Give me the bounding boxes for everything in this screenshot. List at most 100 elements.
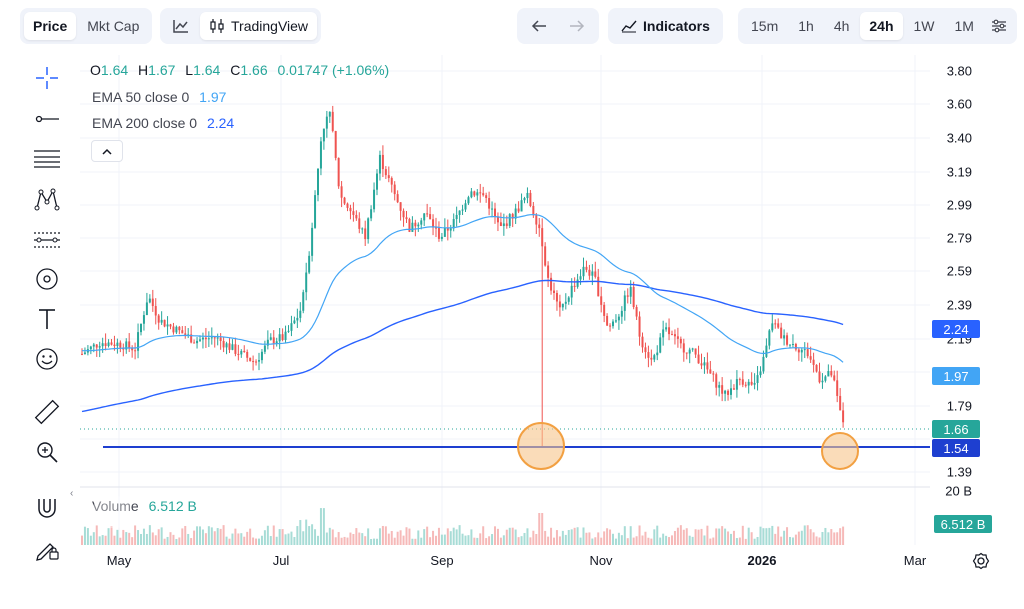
volume-bar (184, 525, 187, 545)
text-tool[interactable] (32, 304, 62, 334)
volume-bar (408, 528, 411, 545)
candle-body (92, 344, 95, 347)
indicators-button[interactable]: Indicators (612, 12, 719, 40)
x-tick-nov: Nov (589, 553, 613, 568)
volume-bar (352, 533, 355, 545)
chart-settings-button[interactable] (970, 550, 992, 572)
candle-body (387, 175, 390, 179)
candle-body (314, 195, 317, 228)
candle-body (178, 326, 181, 331)
line-chart-button[interactable] (164, 12, 198, 40)
volume-legend[interactable]: Volume 6.512 B (92, 498, 197, 514)
candle-body (210, 337, 213, 339)
volume-bar (715, 528, 718, 545)
candle-body (95, 344, 98, 348)
volume-bar (278, 529, 281, 545)
emoji-tool[interactable] (32, 344, 62, 374)
volume-bar (331, 529, 334, 545)
timeframe-1h[interactable]: 1h (798, 18, 814, 34)
volume-bar (299, 520, 302, 545)
timeframe-15m[interactable]: 15m (751, 18, 779, 34)
candle-body (794, 344, 797, 350)
trend-line-tool[interactable] (32, 104, 62, 134)
candle-body (688, 349, 691, 354)
pattern-tool[interactable] (32, 185, 62, 215)
candle-body (116, 342, 119, 347)
candle-body (284, 331, 287, 340)
candle-body (435, 227, 437, 229)
y-tick: 2.59 (946, 263, 972, 279)
volume-bar (526, 528, 529, 545)
candle-body (281, 334, 284, 340)
candle-body (293, 320, 296, 324)
ema50-label: EMA 50 close 0 (92, 89, 190, 105)
timeframe-4h[interactable]: 4h (833, 18, 850, 34)
volume-bar (789, 536, 791, 545)
settings-button[interactable] (985, 12, 1013, 40)
candle-body (299, 310, 302, 318)
volume-bar (311, 524, 314, 545)
candle-body (151, 298, 154, 307)
candle-body (682, 343, 685, 353)
candle-body (83, 352, 86, 354)
volume-bar (632, 537, 635, 545)
hline-price-tag: 1.54 (932, 439, 980, 457)
support-marker-right[interactable] (821, 432, 859, 470)
timeframe-1m[interactable]: 1M (954, 18, 974, 34)
volume-bar (824, 527, 827, 545)
candle-body (470, 191, 473, 198)
candle-body (609, 325, 612, 327)
volume-bar (703, 535, 706, 545)
volume-pane-handle[interactable] (92, 496, 132, 528)
text-icon (39, 309, 55, 329)
collapse-pane-arrow[interactable]: ‹ (70, 488, 74, 499)
candle-body (175, 326, 178, 333)
collapse-legend-button[interactable] (91, 140, 123, 162)
crosshair-tool[interactable] (32, 63, 62, 93)
timeframe-1w[interactable]: 1W (913, 18, 935, 34)
tradingview-button[interactable]: TradingView (200, 12, 318, 40)
candle-body (81, 353, 83, 355)
price-tab[interactable]: Price (24, 12, 77, 40)
pencil-lock-tool[interactable] (32, 534, 62, 564)
measure-circle-tool[interactable] (32, 264, 62, 294)
volume-bar (682, 529, 685, 545)
candle-body (653, 355, 656, 360)
volume-bar (181, 528, 184, 545)
volume-bar (727, 531, 730, 545)
candle-body (204, 337, 207, 340)
ema50-legend[interactable]: EMA 50 close 0 1.97 (92, 89, 226, 105)
volume-bar (535, 534, 538, 545)
undo-button[interactable] (521, 12, 557, 40)
ema200-legend[interactable]: EMA 200 close 0 2.24 (92, 115, 234, 131)
mktcap-tab[interactable]: Mkt Cap (87, 18, 140, 34)
redo-button[interactable] (559, 12, 595, 40)
volume-bar (446, 528, 449, 545)
volume-bar (833, 532, 836, 545)
support-marker-left[interactable] (517, 422, 565, 470)
volume-bar (783, 530, 786, 545)
candle-body (786, 335, 789, 345)
magnet-tool[interactable] (32, 493, 62, 523)
volume-bar (547, 536, 550, 545)
candle-body (340, 186, 343, 198)
volume-bar (178, 537, 181, 545)
candle-body (193, 342, 196, 344)
candle-body (538, 224, 541, 229)
timeframe-24h[interactable]: 24h (860, 12, 903, 40)
candle-body (505, 223, 508, 226)
candle-body (201, 337, 204, 340)
zoom-tool[interactable] (32, 437, 62, 467)
candle-body (523, 198, 526, 201)
candle-body (334, 130, 337, 158)
volume-bars (81, 508, 845, 545)
candle-body (367, 218, 370, 240)
candle-body (287, 330, 290, 332)
forecast-tool[interactable] (32, 225, 62, 255)
fib-tool[interactable] (32, 144, 62, 174)
volume-bar (671, 535, 673, 545)
ruler-tool[interactable] (32, 397, 62, 427)
volume-label: Volume (92, 498, 139, 514)
candle-body (414, 222, 417, 227)
